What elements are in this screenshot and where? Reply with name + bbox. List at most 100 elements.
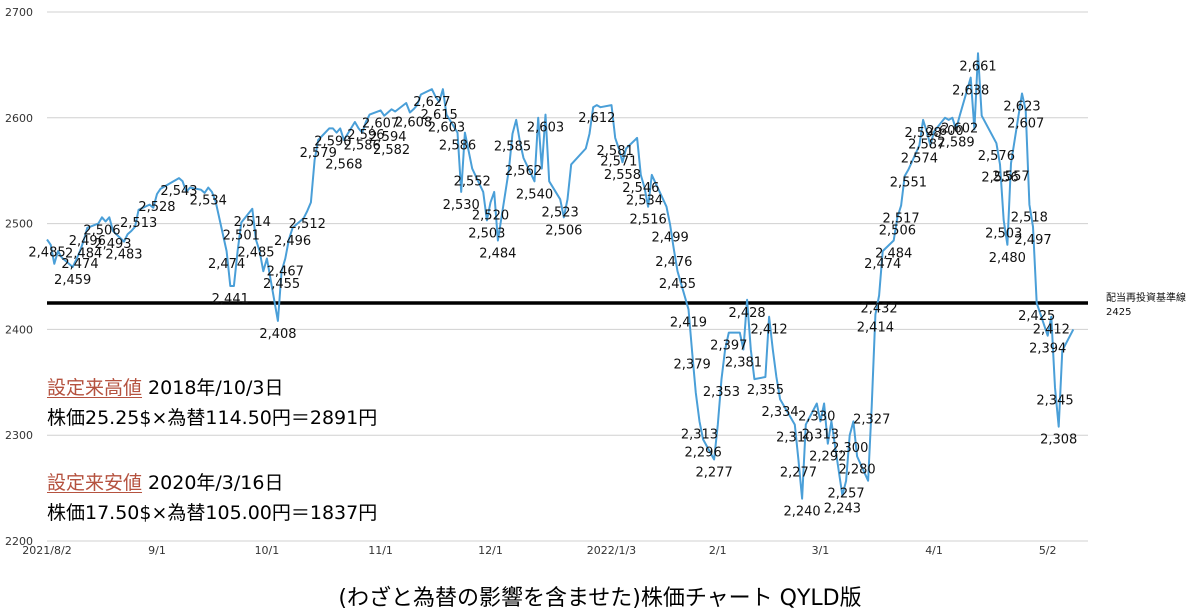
data-label: 2,501 [223, 229, 260, 244]
x-tick-label: 2021/8/2 [22, 544, 71, 557]
low-note-label: 設定来安値 [47, 472, 143, 494]
data-label: 2,428 [728, 306, 765, 321]
data-label: 2,552 [454, 175, 491, 190]
reference-line-value: 2425 [1106, 307, 1131, 318]
data-label: 2,603 [428, 121, 465, 136]
data-label: 2,379 [674, 358, 711, 373]
x-tick-label: 3/1 [812, 544, 830, 557]
data-label: 2,381 [725, 356, 762, 371]
data-label: 2,513 [120, 216, 157, 231]
chart-caption: (わざと為替の影響を含ませた)株価チャート QYLD版 [338, 586, 862, 611]
data-label: 2,485 [28, 245, 65, 260]
data-label: 2,514 [234, 215, 271, 230]
data-label: 2,313 [802, 427, 839, 442]
data-label: 2,594 [369, 130, 406, 145]
data-label: 2,546 [622, 181, 659, 196]
data-label: 2,484 [479, 247, 516, 262]
data-label: 2,590 [314, 134, 351, 149]
data-label: 2,455 [659, 277, 696, 292]
data-label: 2,608 [395, 115, 432, 130]
data-label: 2,355 [747, 383, 784, 398]
data-label: 2,540 [516, 187, 553, 202]
data-label: 2,327 [853, 413, 890, 428]
y-tick-label: 2300 [5, 429, 33, 442]
data-label: 2,607 [362, 116, 399, 131]
data-label: 2,506 [545, 223, 582, 238]
data-label: 2,394 [1029, 342, 1066, 357]
data-label: 2,516 [630, 213, 667, 228]
data-label: 2,483 [105, 248, 142, 263]
data-label: 2,330 [798, 409, 835, 424]
high-note-label: 設定来高値 [47, 377, 143, 399]
data-label: 2,296 [685, 445, 722, 460]
y-tick-label: 2500 [5, 218, 33, 231]
data-label: 2,345 [1036, 394, 1073, 409]
data-label: 2,484 [65, 247, 102, 262]
data-label: 2,558 [604, 168, 641, 183]
high-note-date: 2018年/10/3日 [142, 377, 284, 399]
data-label: 2,503 [985, 226, 1022, 241]
data-label: 2,528 [138, 200, 175, 215]
data-label: 2,459 [54, 273, 91, 288]
low-note-date: 2020年/3/16日 [142, 472, 284, 494]
data-label: 2,582 [373, 143, 410, 158]
data-label: 2,638 [952, 84, 989, 99]
x-tick-label: 9/1 [148, 544, 166, 557]
data-label: 2,441 [212, 292, 249, 307]
x-tick-label: 5/2 [1039, 544, 1057, 557]
price-line [46, 52, 1075, 500]
data-label: 2,581 [597, 144, 634, 159]
x-tick-label: 2022/1/3 [587, 544, 636, 557]
data-label: 2,612 [578, 111, 615, 126]
data-label: 2,506 [879, 223, 916, 238]
data-label: 2,603 [527, 121, 564, 136]
data-label: 2,310 [776, 431, 813, 446]
data-label: 2,243 [824, 502, 861, 517]
data-label: 2,586 [439, 139, 476, 154]
data-label: 2,586 [344, 139, 381, 154]
data-label: 2,467 [267, 265, 304, 280]
data-label: 2,313 [681, 427, 718, 442]
data-label: 2,503 [468, 226, 505, 241]
data-label: 2,397 [710, 339, 747, 354]
data-label: 2,497 [1014, 233, 1051, 248]
y-tick-label: 2400 [5, 323, 33, 336]
data-label: 2,556 [981, 170, 1018, 185]
data-label: 2,455 [263, 277, 300, 292]
data-label: 2,589 [937, 135, 974, 150]
x-tick-label: 4/1 [925, 544, 943, 557]
data-label: 2,353 [703, 385, 740, 400]
data-label: 2,530 [443, 198, 480, 213]
low-note: 設定来安値 2020年/3/16日 [47, 472, 283, 494]
data-label: 2,419 [670, 315, 707, 330]
data-label: 2,506 [83, 223, 120, 238]
data-label: 2,557 [992, 169, 1029, 184]
data-label: 2,308 [1040, 433, 1077, 448]
data-label: 2,474 [61, 257, 98, 272]
data-label: 2,602 [941, 122, 978, 137]
data-label: 2,661 [959, 59, 996, 74]
data-label: 2,543 [160, 184, 197, 199]
x-tick-label: 10/1 [255, 544, 280, 557]
data-label: 2,627 [413, 95, 450, 110]
data-label: 2,517 [882, 212, 919, 227]
data-label: 2,277 [696, 466, 733, 481]
data-label: 2,623 [1003, 99, 1040, 114]
data-label: 2,499 [652, 231, 689, 246]
low-note-detail: 株価17.50$×為替105.00円＝1837円 [47, 502, 378, 524]
data-label: 2,474 [208, 257, 245, 272]
data-label: 2,484 [875, 247, 912, 262]
data-label: 2,425 [1018, 309, 1055, 324]
data-label: 2,512 [289, 217, 326, 232]
data-label: 2,240 [783, 505, 820, 520]
data-label: 2,493 [94, 237, 131, 252]
data-label: 2,598 [904, 126, 941, 141]
data-label: 2,280 [838, 462, 875, 477]
data-label: 2,587 [908, 138, 945, 153]
y-tick-label: 2200 [5, 535, 33, 548]
data-label: 2,257 [827, 487, 864, 502]
data-label: 2,523 [542, 205, 579, 220]
x-tick-label: 2/1 [709, 544, 727, 557]
y-tick-label: 2600 [5, 112, 33, 125]
